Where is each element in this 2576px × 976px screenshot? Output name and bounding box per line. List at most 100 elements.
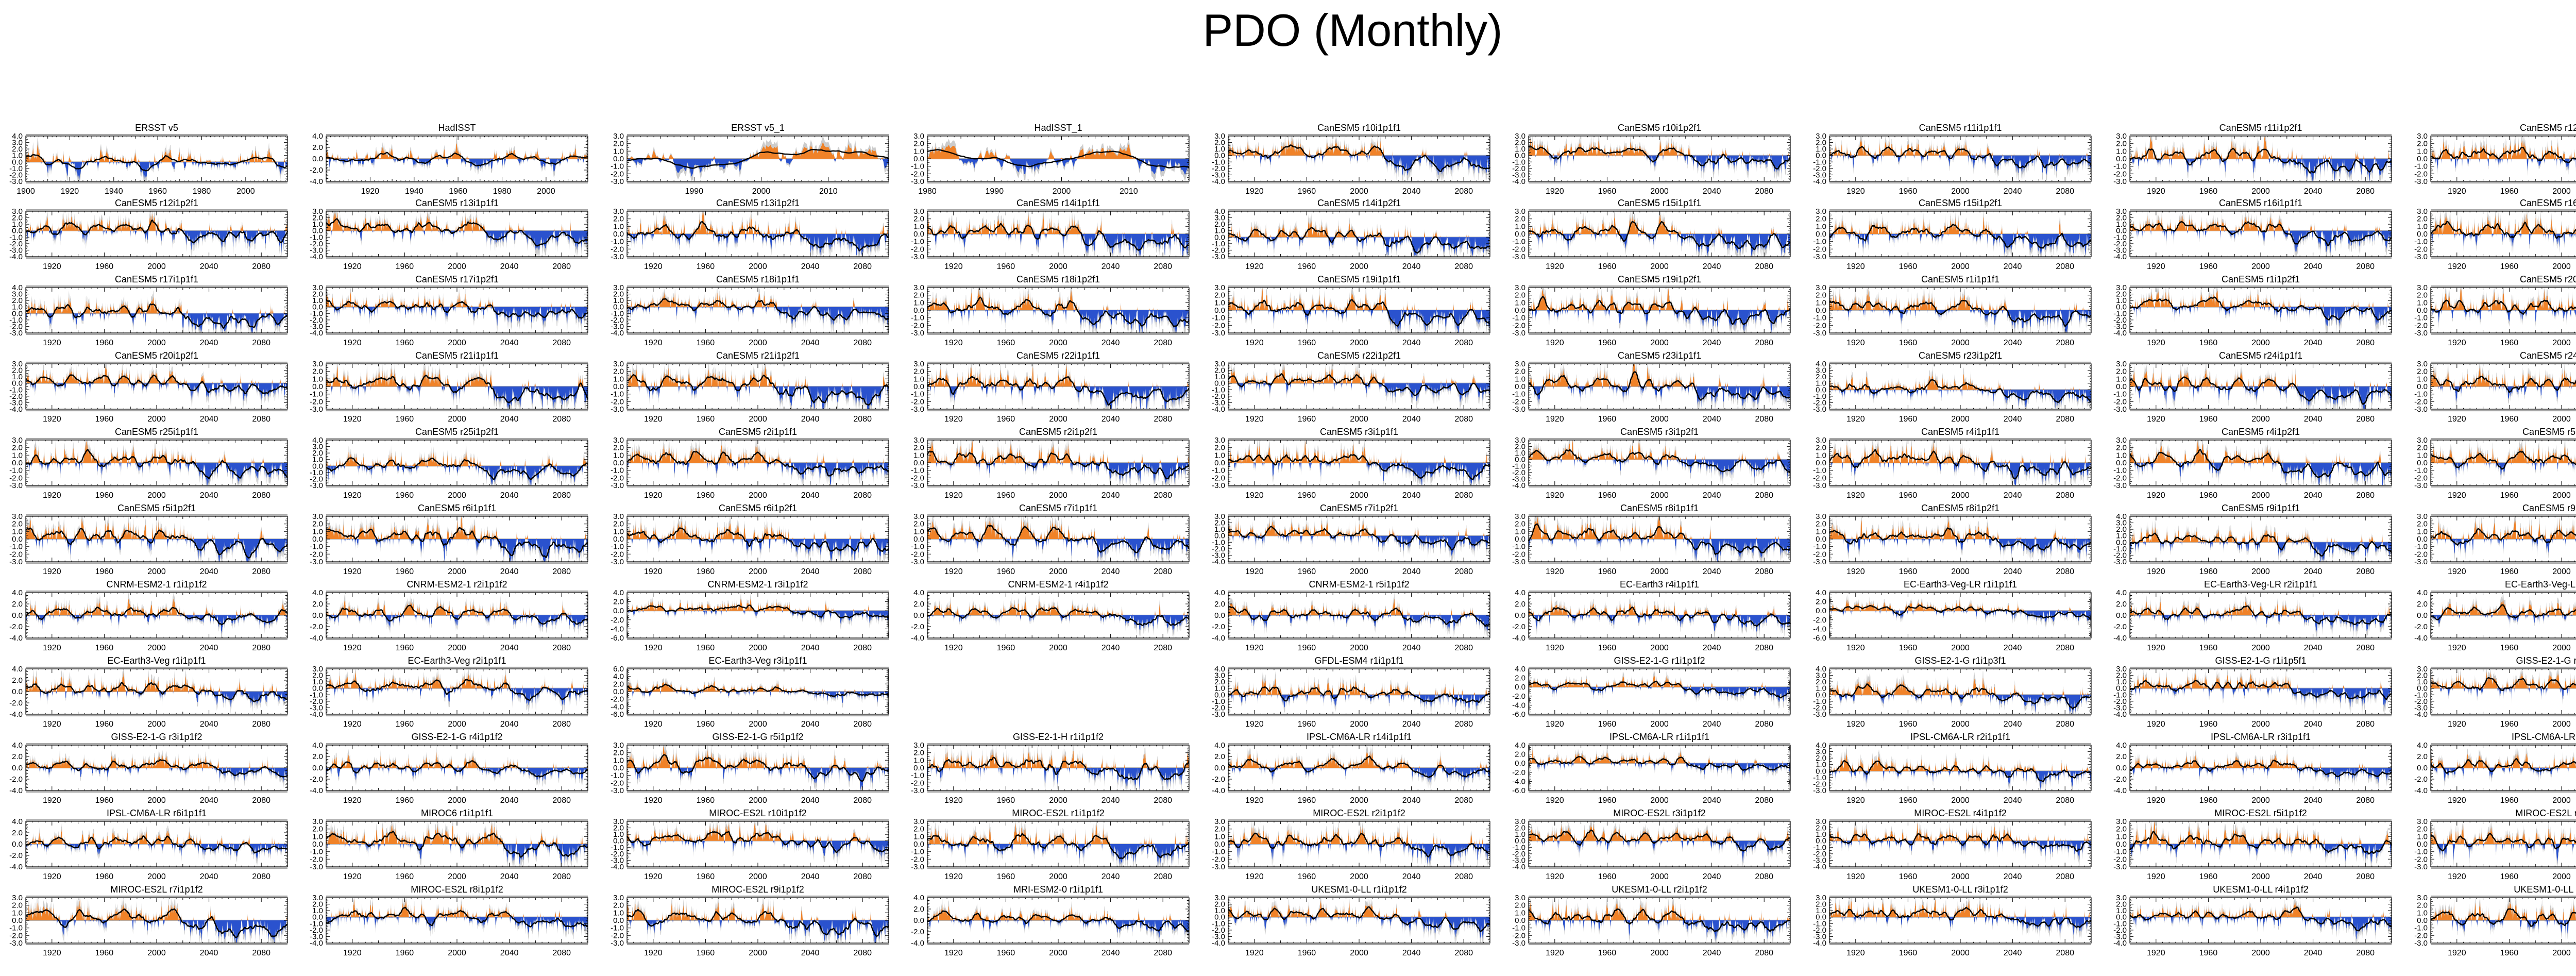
y-tick-label: -1.0 [911,238,924,246]
x-tick-label: 2040 [1703,644,1721,652]
x-tick-label: 1920 [2147,262,2165,271]
y-tick-label: 0.0 [312,684,323,693]
y-tick-label: 0.0 [2417,155,2428,163]
y-tick-label: -2.0 [611,474,624,482]
panel-title: EC-Earth3-Veg r1i1p1f1 [107,655,206,666]
x-tick-label: 1960 [1899,262,1918,271]
y-tick-label: -4.0 [310,786,323,795]
y-tick-label: 4.0 [913,894,924,902]
x-tick-label: 1920 [1846,187,1865,196]
x-tick-label: 2000 [1650,262,1669,271]
x-tick-label: 1960 [697,796,715,805]
x-tick-label: 1960 [2500,644,2519,652]
x-tick-label: 2040 [500,339,519,347]
y-tick-label: 4.0 [312,436,323,445]
x-tick-label: 2000 [749,796,767,805]
y-tick-label: 3.0 [913,817,924,826]
x-tick-label: 1920 [1546,187,1564,196]
x-tick-label: 1960 [95,949,114,957]
y-tick-label: -3.0 [1212,398,1225,407]
panel-title: UKESM1-0-LL r2i1p1f2 [1612,884,1707,895]
panel-title: CanESM5 r25i1p1f1 [115,427,198,437]
y-tick-label: -4.0 [611,329,624,338]
x-tick-label: 2040 [1703,720,1721,729]
x-tick-label: 1960 [396,491,414,500]
x-tick-label: 2000 [1951,720,1970,729]
x-tick-label: 2000 [752,187,771,196]
x-tick-label: 1920 [644,720,663,729]
y-tick-label: 2.0 [2116,290,2127,299]
x-tick-label: 2000 [147,872,166,881]
x-tick-label: 2040 [200,949,218,957]
pdo-panel: 3.0 2.0 1.0 0.0 -1.0 -2.0 -3.0 -4.0 1920 1960 2000… [0,348,301,428]
x-tick-label: 1960 [396,720,414,729]
panel-title: CanESM5 r21i1p1f1 [415,350,499,361]
y-tick-label: -4.0 [2113,939,2127,948]
x-tick-label: 1920 [2448,949,2466,957]
y-tick-label: -4.0 [1212,558,1225,566]
x-tick-label: 2080 [2356,720,2375,729]
y-tick-label: 0.0 [1816,607,1826,615]
y-tick-label: 2.0 [2417,140,2428,148]
y-tick-label: 3.0 [1515,132,1526,141]
x-tick-label: 1920 [2448,720,2466,729]
x-tick-label: 1920 [343,949,362,957]
y-tick-label: 4.0 [1515,665,1526,674]
y-tick-label: 0.0 [913,840,924,849]
x-tick-label: 2080 [1755,949,1773,957]
y-tick-label: 2.0 [1515,139,1526,147]
y-tick-label: 4.0 [12,741,23,750]
y-tick-label: -2.0 [1512,692,1526,701]
y-tick-label: 0.0 [613,607,624,615]
x-tick-label: 1960 [1298,262,1316,271]
y-tick-label: 3.0 [312,360,323,368]
panel-title: CanESM5 r18i1p2f1 [1016,274,1100,284]
x-tick-label: 2000 [147,262,166,271]
x-tick-label: 2040 [1101,262,1120,271]
y-tick-label: -1.0 [2414,848,2428,856]
y-tick-label: -3.0 [911,558,924,566]
y-tick-label: -3.0 [611,558,624,566]
y-tick-label: -3.0 [611,786,624,795]
y-tick-label: 3.0 [1214,132,1225,141]
x-tick-label: 2000 [1049,339,1067,347]
y-tick-label: -3.0 [2113,932,2127,941]
y-tick-label: 4.0 [12,665,23,674]
panel-title: UKESM1-0-LL r3i1p1f2 [1912,884,2008,895]
x-tick-label: 1960 [2500,187,2519,196]
y-tick-label: 0.0 [1515,382,1526,391]
x-tick-label: 2040 [1703,339,1721,347]
x-tick-label: 2080 [1154,872,1172,881]
y-tick-label: -2.0 [911,474,924,482]
y-tick-label: -3.0 [2113,481,2127,490]
y-tick-label: 0.0 [2417,684,2428,693]
pdo-panel: 3.0 2.0 1.0 0.0 -1.0 -2.0 -3.0 -4.0 1920 1960 2000… [0,196,301,276]
x-tick-label: 1920 [1546,491,1564,500]
x-tick-label: 2080 [853,796,872,805]
panel-title: EC-Earth3-Veg-LR r2i1p1f1 [2204,579,2317,590]
y-tick-label: -3.0 [1813,253,1826,261]
x-tick-label: 2000 [147,567,166,576]
pdo-panel: 3.02.01.00.0-1.0-2.0-3.01920196020002040… [2405,425,2576,504]
y-tick-label: -1.0 [1512,390,1526,399]
pdo-panel: 4.0 3.0 2.0 1.0 0.0 -1.0 -2.0 -3.0 1900 1920 1940 1… [0,121,301,200]
x-tick-label: 1920 [343,491,362,500]
y-tick-label: 4.0 [12,132,23,141]
y-tick-label: -3.0 [2113,322,2127,331]
x-tick-label: 2000 [448,491,466,500]
x-tick-label: 2080 [2056,415,2074,424]
y-tick-label: 0.0 [913,382,924,391]
y-tick-label: 0.0 [2417,535,2428,544]
y-tick-label: -4.0 [2414,786,2428,795]
y-tick-label: 2.0 [2417,215,2428,224]
x-tick-label: 2040 [2004,262,2022,271]
y-tick-label: 1.0 [2116,451,2127,460]
x-tick-label: 1960 [1899,187,1918,196]
x-tick-label: 2040 [1703,491,1721,500]
y-tick-label: -2.0 [2113,775,2127,784]
x-tick-label: 1920 [1546,720,1564,729]
